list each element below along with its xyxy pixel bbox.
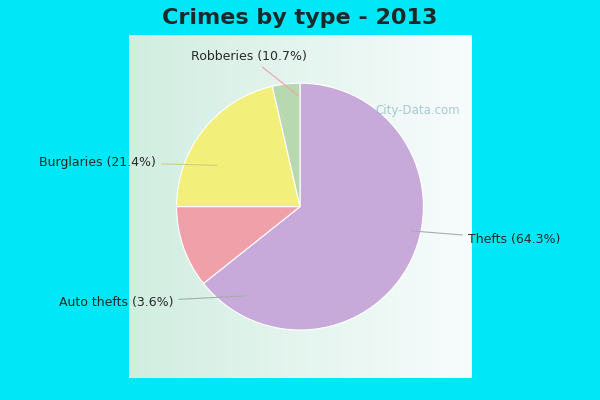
Wedge shape bbox=[176, 206, 300, 284]
Wedge shape bbox=[272, 83, 300, 206]
Text: City-Data.com: City-Data.com bbox=[376, 104, 460, 117]
Text: Auto thefts (3.6%): Auto thefts (3.6%) bbox=[59, 296, 246, 309]
Text: Thefts (64.3%): Thefts (64.3%) bbox=[411, 231, 560, 246]
Text: Burglaries (21.4%): Burglaries (21.4%) bbox=[39, 156, 217, 168]
Text: Crimes by type - 2013: Crimes by type - 2013 bbox=[163, 8, 437, 28]
Wedge shape bbox=[176, 86, 300, 206]
Wedge shape bbox=[203, 83, 424, 330]
Text: Robberies (10.7%): Robberies (10.7%) bbox=[191, 50, 307, 95]
